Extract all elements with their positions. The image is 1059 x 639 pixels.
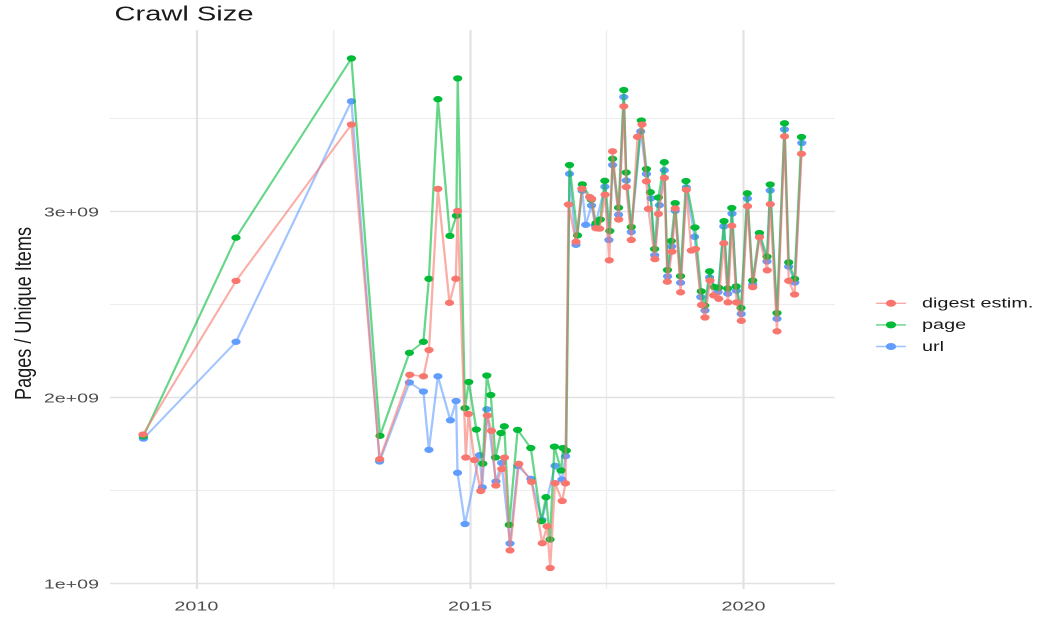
svg-text:2020: 2020 bbox=[722, 598, 766, 613]
svg-text:Pages / Unique Items: Pages / Unique Items bbox=[11, 227, 37, 400]
svg-text:digest estim.: digest estim. bbox=[922, 296, 1033, 311]
svg-text:Crawl Size: Crawl Size bbox=[115, 3, 254, 25]
svg-text:1e+09: 1e+09 bbox=[44, 577, 99, 591]
svg-text:3e+09: 3e+09 bbox=[44, 205, 99, 219]
svg-text:url: url bbox=[922, 339, 944, 354]
svg-text:page: page bbox=[922, 317, 966, 332]
svg-text:2015: 2015 bbox=[448, 598, 492, 613]
svg-text:2010: 2010 bbox=[174, 598, 218, 613]
svg-text:2e+09: 2e+09 bbox=[44, 391, 99, 405]
